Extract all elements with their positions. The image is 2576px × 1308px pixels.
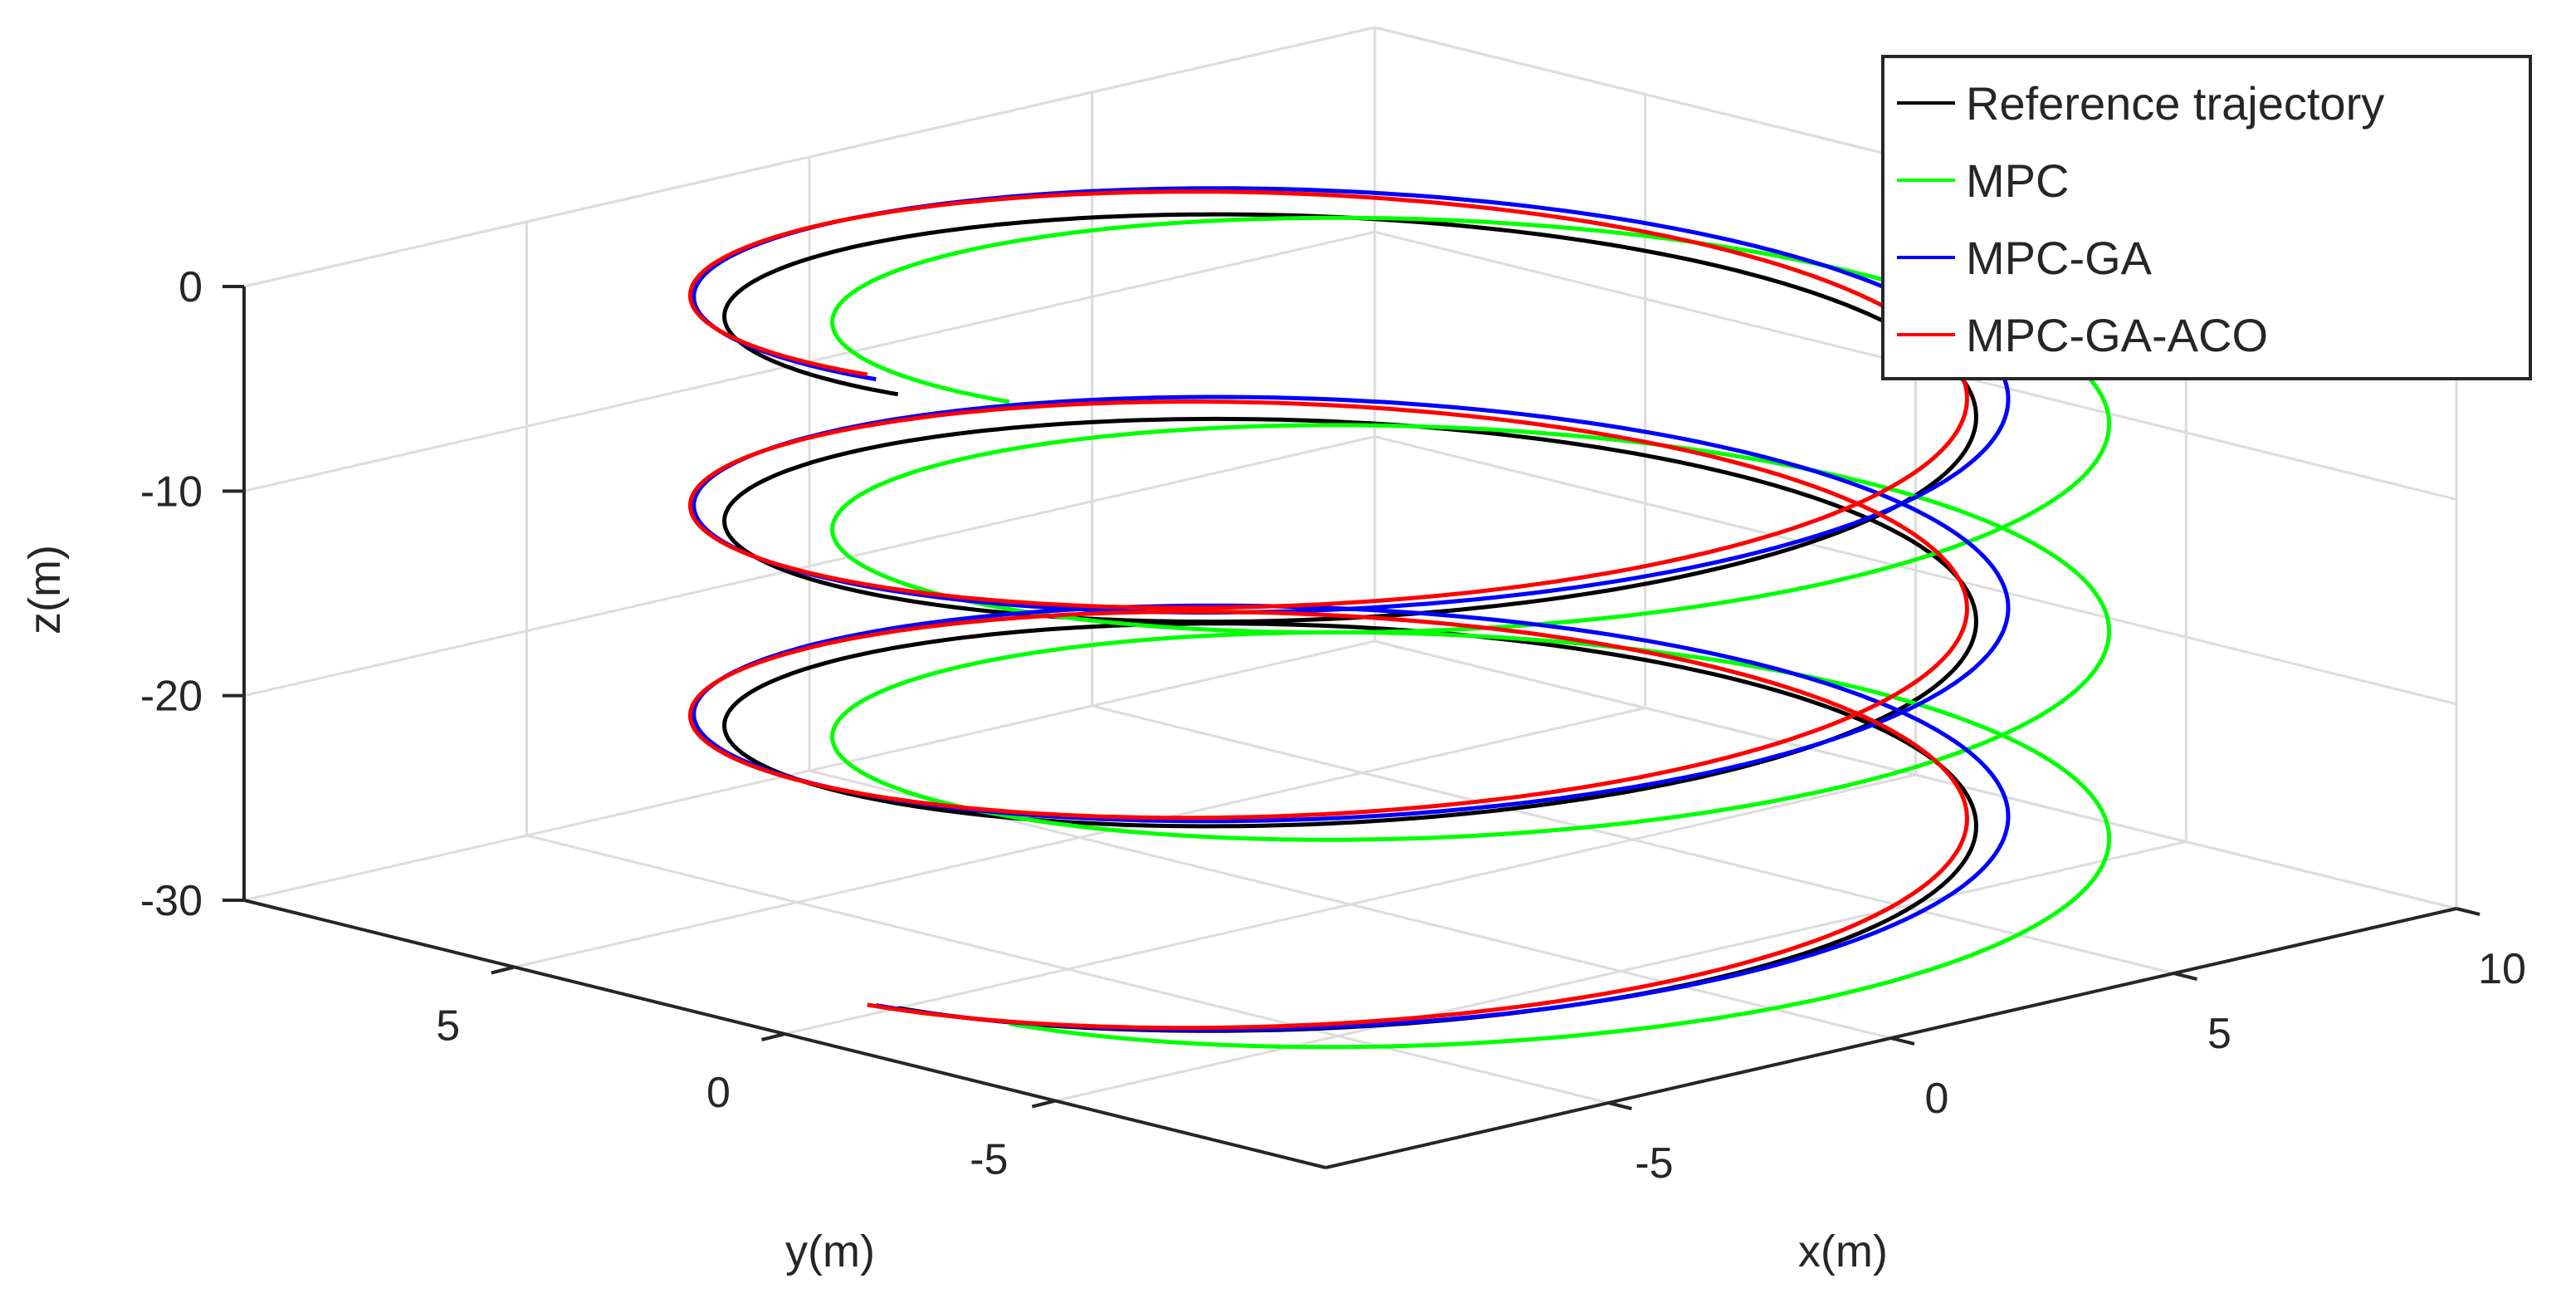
y-tick-mark	[1031, 1099, 1056, 1109]
y-tick-label: 0	[706, 1069, 731, 1117]
axes	[222, 285, 2481, 1169]
x-tick-mark	[2456, 907, 2481, 916]
x-tick-mark	[2173, 972, 2197, 981]
grid-line	[514, 707, 1646, 968]
z-axis-label: z(m)	[20, 545, 70, 634]
legend-item-mpc: MPC	[1897, 154, 2069, 207]
x-tick-mark	[1890, 1036, 1915, 1046]
z-tick-label: -10	[140, 468, 203, 516]
grid-line	[785, 773, 1916, 1036]
x-tick-label: 5	[2207, 1010, 2231, 1058]
series-line-3	[687, 189, 1969, 1031]
x-tick-mark	[1608, 1101, 1632, 1110]
x-tick-label: 10	[2478, 945, 2526, 993]
grid-line	[1054, 840, 2187, 1102]
y-axis-label: y(m)	[785, 1227, 875, 1276]
y-tick-mark	[761, 1032, 785, 1041]
legend-item-mpc-ga: MPC-GA	[1897, 232, 2153, 284]
z-tick-label: -20	[140, 673, 203, 721]
z-tick-label: -30	[140, 877, 203, 925]
tick-labels: -5 0 5 10 5 0 -5 0 -10 -20 -30	[140, 263, 2526, 1188]
x-axis-label: x(m)	[1798, 1227, 1888, 1276]
legend: Reference trajectory MPC MPC-GA MPC-GA-A…	[1881, 55, 2532, 380]
grid-line	[1374, 435, 2457, 706]
y-tick-label: -5	[970, 1136, 1008, 1184]
grid-line	[243, 26, 1376, 288]
legend-box	[1881, 55, 2532, 380]
grid-line	[243, 435, 1376, 698]
x-tick-label: -5	[1635, 1139, 1673, 1188]
legend-label-mpc-ga: MPC-GA	[1966, 232, 2153, 284]
grid-line	[243, 639, 1376, 902]
y-tick-label: 5	[436, 1002, 460, 1051]
legend-item-mpc-ga-aco: MPC-GA-ACO	[1897, 309, 2268, 361]
series-line-0	[722, 212, 1978, 1033]
legend-label-mpc-ga-aco: MPC-GA-ACO	[1966, 309, 2268, 361]
legend-label-reference: Reference trajectory	[1966, 77, 2384, 130]
x-tick-label: 0	[1925, 1075, 1949, 1123]
series-line-2	[692, 186, 2011, 1032]
grid-line	[1374, 639, 2457, 910]
legend-label-mpc: MPC	[1966, 154, 2069, 207]
z-tick-label: 0	[178, 263, 203, 311]
y-tick-mark	[491, 965, 516, 975]
legend-item-reference: Reference trajectory	[1897, 77, 2384, 130]
